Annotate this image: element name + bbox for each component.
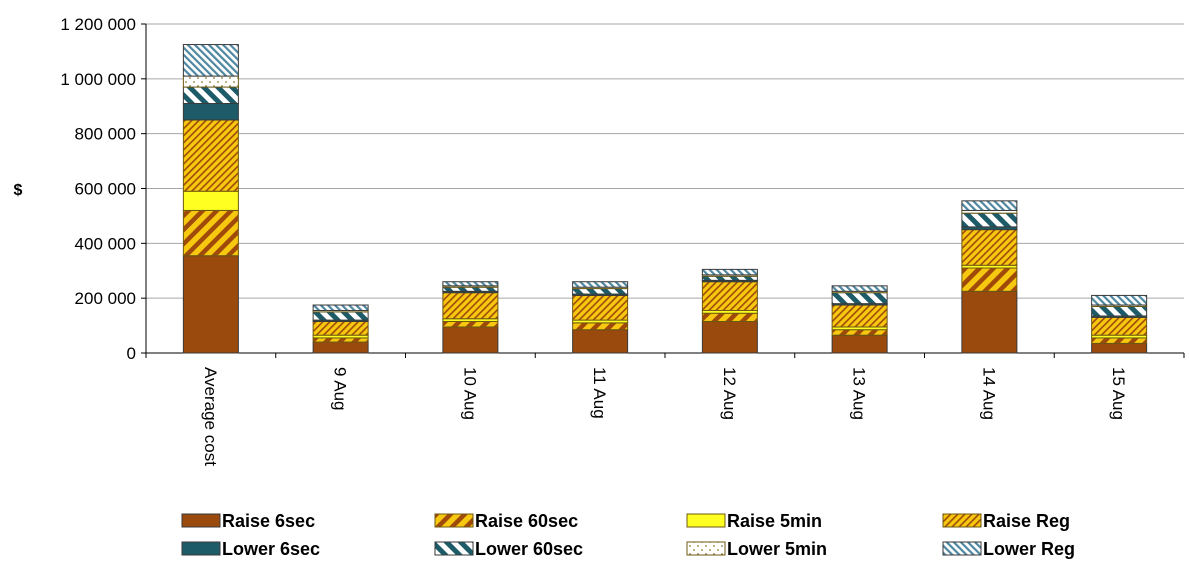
bar-segment-raise-6sec <box>1091 342 1148 354</box>
bar-segment-lower-reg <box>961 200 1018 211</box>
x-tick-label: 15 Aug <box>1109 367 1128 420</box>
x-tick-label: 14 Aug <box>979 367 998 420</box>
legend-swatch <box>434 513 474 528</box>
bar-segment-raise-60sec <box>701 312 758 322</box>
bar-segment-raise-6sec <box>442 326 499 354</box>
legend-label: Raise Reg <box>983 511 1070 531</box>
y-tick-label: 1 200 000 <box>60 15 136 34</box>
bar-segment-raise-reg <box>701 281 758 312</box>
bar-segment-lower-reg <box>1091 294 1148 306</box>
legend-label: Lower 60sec <box>475 539 583 559</box>
legend-item: Lower Reg <box>942 539 1075 559</box>
legend-item: Raise Reg <box>942 511 1070 531</box>
bar-segment-lower-5min <box>182 75 239 88</box>
bar-segment-lower-60sec <box>1091 305 1148 317</box>
legend-swatch <box>942 513 982 528</box>
bar-segment-raise-6sec <box>182 255 239 354</box>
y-tick-label: 400 000 <box>75 234 136 253</box>
legend-swatch <box>686 541 726 556</box>
bar-segment-raise-6sec <box>572 329 629 354</box>
legend-label: Raise 6sec <box>222 511 315 531</box>
bar-segment-raise-5min <box>182 190 239 211</box>
y-tick-label: 800 000 <box>75 125 136 144</box>
bar-segment-raise-reg <box>961 229 1018 266</box>
bar-segment-raise-6sec <box>831 334 888 354</box>
legend-swatch <box>434 541 474 556</box>
x-tick-label: Average cost <box>201 367 220 466</box>
bar-segment-lower-reg <box>831 285 888 292</box>
gridlines <box>146 23 1184 299</box>
x-tick-label: 13 Aug <box>850 367 869 420</box>
y-tick-label: 200 000 <box>75 289 136 308</box>
y-tick-label: 0 <box>127 344 136 363</box>
bar-segment-raise-reg <box>1091 316 1148 336</box>
legend-swatch <box>181 541 221 556</box>
bar-segment-raise-reg <box>442 292 499 320</box>
bar-segment-lower-reg <box>442 281 499 287</box>
legend-label: Raise 60sec <box>475 511 578 531</box>
bar-segment-raise-reg <box>312 320 369 336</box>
bar-segment-lower-60sec <box>442 286 499 292</box>
x-tick-label: 9 Aug <box>331 367 350 411</box>
x-tick-label: 11 Aug <box>590 367 609 419</box>
bar-segment-lower-60sec <box>572 288 629 295</box>
bar-segment-raise-reg <box>182 119 239 192</box>
legend-item: Lower 60sec <box>434 539 583 559</box>
legend-label: Lower Reg <box>983 539 1075 559</box>
legend-swatch <box>942 541 982 556</box>
bar-segment-raise-60sec <box>182 209 239 257</box>
legend-swatch <box>686 513 726 528</box>
bar-segment-lower-60sec <box>182 86 239 105</box>
legend: Raise 6sec Raise 60sec Raise 5min Raise Reg… <box>181 511 1075 559</box>
x-ticks: Average cost 9 Aug 10 Aug 11 Aug 12 Aug 13 Au… <box>145 353 1185 466</box>
bar-segment-raise-60sec <box>312 337 369 343</box>
bar-segment-raise-60sec <box>831 329 888 336</box>
bar-segment-raise-60sec <box>442 320 499 328</box>
bar-segment-raise-6sec <box>312 341 369 354</box>
legend-label: Lower 6sec <box>222 539 320 559</box>
bar-segment-lower-reg <box>572 281 629 288</box>
bars <box>182 44 1148 354</box>
bar-segment-raise-60sec <box>572 322 629 331</box>
y-ticks: 0 200 000 400 000 600 000 800 000 1 000 000 1 … <box>60 15 146 363</box>
legend-item: Lower 5min <box>686 539 827 559</box>
bar-segment-lower-60sec <box>312 311 369 321</box>
bar-segment-raise-60sec <box>1091 337 1148 344</box>
legend-item: Raise 5min <box>686 511 822 531</box>
legend-label: Raise 5min <box>727 511 822 531</box>
bar-segment-lower-reg <box>701 268 758 276</box>
legend-item: Lower 6sec <box>181 539 320 559</box>
bar-segment-raise-reg <box>831 304 888 328</box>
bar-segment-lower-60sec <box>961 212 1018 228</box>
x-tick-label: 10 Aug <box>460 367 479 420</box>
bar-segment-lower-reg <box>312 304 369 312</box>
y-axis-label: $ <box>14 182 23 199</box>
legend-label: Lower 5min <box>727 539 827 559</box>
bar-segment-raise-reg <box>572 294 629 321</box>
bar-segment-raise-6sec <box>961 290 1018 354</box>
y-tick-label: 600 000 <box>75 180 136 199</box>
bar-segment-lower-reg <box>182 44 239 77</box>
y-tick-label: 1 000 000 <box>60 70 136 89</box>
legend-item: Raise 6sec <box>181 511 315 531</box>
bar-segment-raise-6sec <box>701 320 758 354</box>
bar-segment-lower-6sec <box>182 103 239 121</box>
bar-segment-lower-60sec <box>701 275 758 281</box>
x-tick-label: 12 Aug <box>720 367 739 420</box>
legend-item: Raise 60sec <box>434 511 578 531</box>
bar-segment-lower-60sec <box>831 292 888 305</box>
legend-swatch <box>181 513 221 528</box>
bar-segment-raise-60sec <box>961 267 1018 292</box>
